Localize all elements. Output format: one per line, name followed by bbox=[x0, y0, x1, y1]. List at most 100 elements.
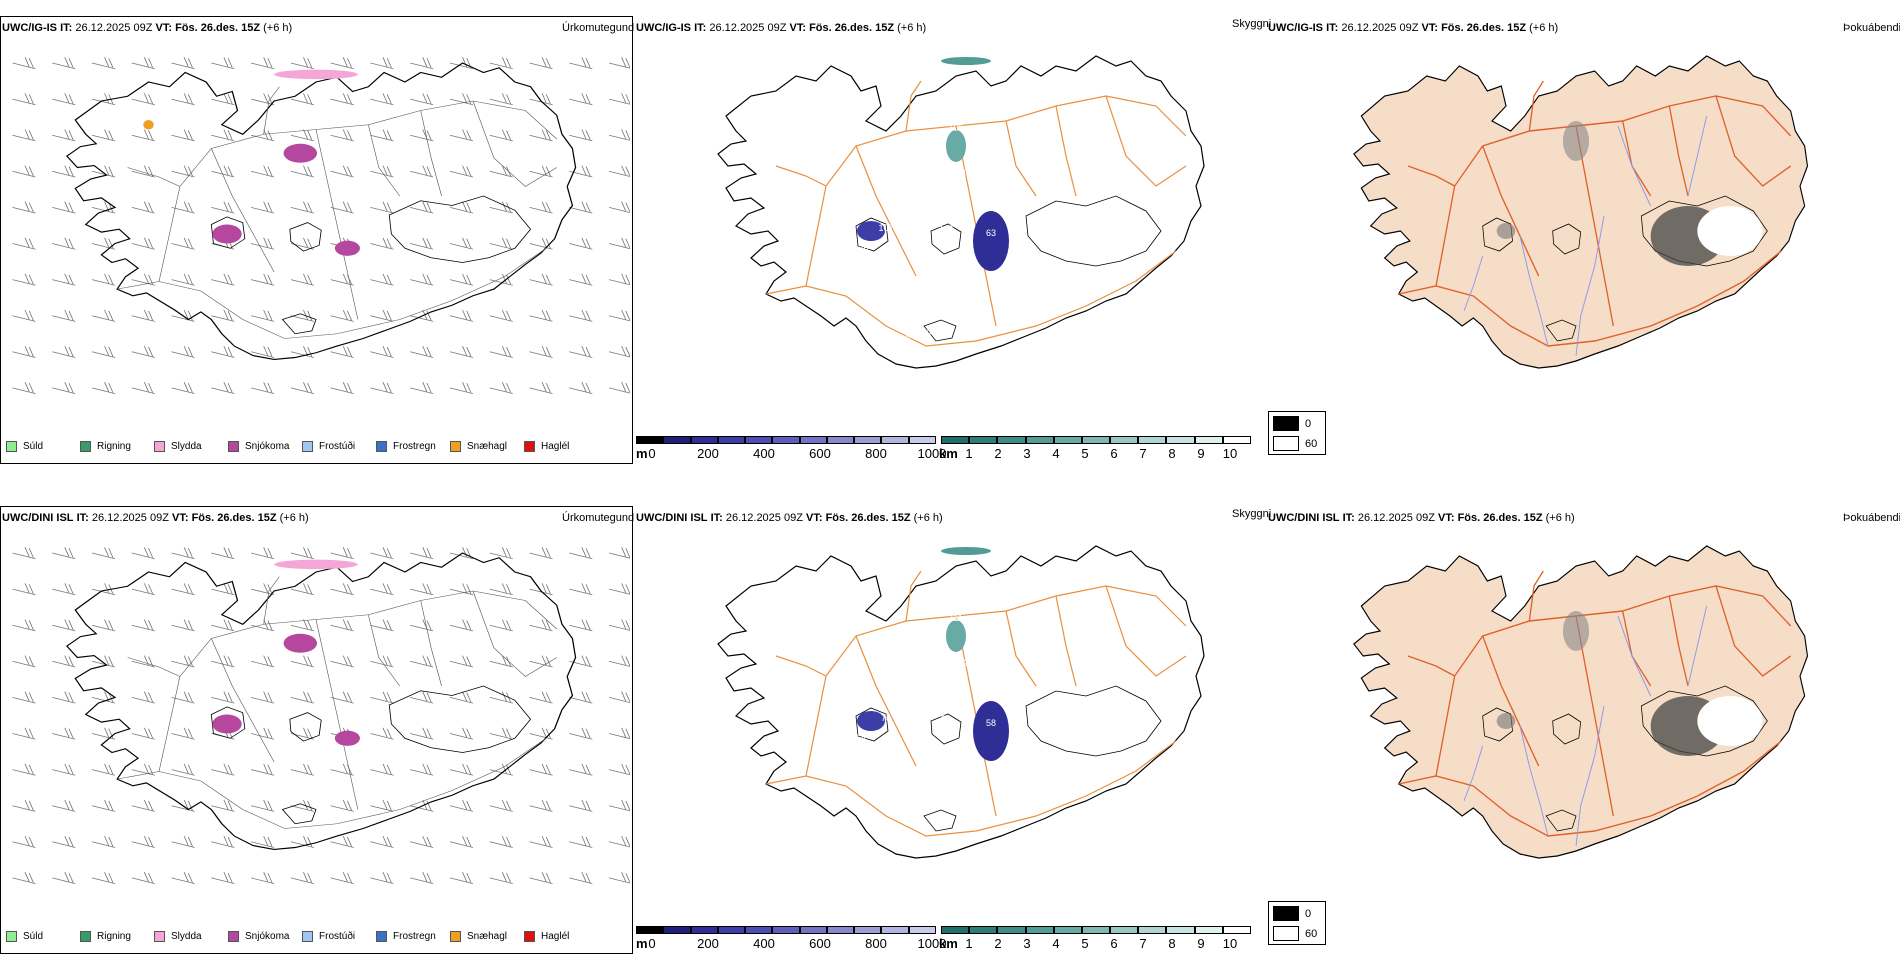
river bbox=[1617, 615, 1652, 697]
wind-barb bbox=[52, 763, 76, 776]
wind-barb bbox=[131, 872, 155, 884]
wind-barb bbox=[608, 129, 630, 141]
wind-barb bbox=[608, 165, 630, 177]
wind-barb bbox=[290, 345, 315, 358]
ceiling-colorbar: m 0 200 400 600 800 1000 bbox=[636, 926, 946, 956]
wind-barb bbox=[529, 799, 553, 812]
colorbar-segment bbox=[941, 436, 970, 444]
wind-barb bbox=[250, 727, 275, 740]
wind-barb bbox=[529, 727, 553, 740]
colorbar-tick: 600 bbox=[809, 446, 831, 461]
wind-barb bbox=[211, 129, 235, 142]
wind-barb bbox=[608, 345, 630, 358]
wind-barb bbox=[52, 872, 76, 884]
glacier-outline bbox=[289, 712, 322, 742]
wind-barb bbox=[529, 345, 553, 358]
colorbar-segment bbox=[745, 436, 773, 444]
wind-barb bbox=[12, 345, 36, 358]
ceiling-visibility-panel: 105 47 107 126 112 63 58 41 70 m 0 200 400 600 800 1000… bbox=[636, 16, 1326, 466]
ceiling-value-label: 107 bbox=[878, 223, 893, 233]
glacier-outline bbox=[923, 809, 957, 832]
run-info-header: UWC/DINI ISL IT: 26.12.2025 09Z VT: Fös.… bbox=[636, 512, 943, 524]
wind-barb bbox=[330, 201, 354, 214]
wind-barb bbox=[131, 655, 155, 668]
wind-barb bbox=[608, 583, 630, 595]
colorbar-segment bbox=[1138, 436, 1167, 444]
colorbar-tick: 3 bbox=[1023, 446, 1031, 461]
legend-label: Frostregn bbox=[393, 931, 436, 942]
ceiling-value-label: 105 bbox=[948, 123, 963, 133]
fog-legend-row: 0 bbox=[1273, 416, 1311, 431]
wind-barb bbox=[529, 872, 553, 884]
wind-barb bbox=[250, 309, 275, 322]
wind-barb bbox=[410, 763, 434, 776]
colorbar-segment bbox=[1053, 436, 1082, 444]
legend-swatch bbox=[524, 931, 535, 942]
glacier-outline bbox=[289, 222, 322, 252]
wind-barb bbox=[250, 345, 275, 358]
colorbar-segment bbox=[1194, 436, 1223, 444]
wind-barb bbox=[211, 309, 235, 322]
fog-index-panel bbox=[1276, 16, 1900, 464]
wind-barb bbox=[52, 57, 76, 70]
road bbox=[420, 110, 442, 197]
forecast-row: Súld Rigning Slydda Snjókoma Frostúði Frostre… bbox=[0, 0, 1900, 464]
wind-barb bbox=[489, 835, 513, 848]
wind-barb bbox=[569, 345, 593, 358]
wind-barb bbox=[608, 835, 630, 848]
wind-barb bbox=[12, 309, 36, 322]
wind-barb bbox=[330, 309, 354, 322]
init-time: 26.12.2025 09Z bbox=[1341, 22, 1419, 34]
colorbar-segment bbox=[717, 926, 746, 934]
wind-barb bbox=[290, 835, 315, 848]
wind-barb bbox=[569, 129, 593, 142]
wind-barb bbox=[370, 309, 394, 322]
wind-barb bbox=[12, 727, 36, 740]
colorbar-segment bbox=[1025, 926, 1054, 934]
visibility-unit: km bbox=[939, 446, 958, 461]
wind-barb bbox=[370, 763, 394, 776]
init-time: 26.12.2025 09Z bbox=[725, 512, 803, 524]
wind-barb bbox=[91, 547, 116, 560]
fog-area bbox=[1496, 223, 1516, 239]
wind-barb bbox=[489, 382, 513, 394]
lead-time: (+6 h) bbox=[263, 22, 293, 34]
road bbox=[1668, 595, 1689, 687]
wind-barb bbox=[131, 201, 155, 214]
colorbar-segment bbox=[1110, 436, 1139, 444]
wind-barb bbox=[569, 763, 593, 776]
wind-barb bbox=[12, 93, 36, 106]
road bbox=[1407, 165, 1455, 187]
colorbar-tick: 7 bbox=[1139, 446, 1147, 461]
wind-barb bbox=[608, 872, 630, 884]
fog-area bbox=[1562, 121, 1590, 161]
iceland-coastline bbox=[717, 545, 1205, 859]
wind-barb bbox=[410, 382, 434, 394]
wind-barb bbox=[52, 835, 76, 848]
colorbar-tick: 1 bbox=[965, 446, 973, 461]
wind-barb bbox=[330, 382, 354, 394]
legend-swatch bbox=[80, 931, 91, 942]
ceiling-unit: m bbox=[636, 936, 648, 951]
wind-barb bbox=[489, 763, 513, 776]
wind-barb bbox=[449, 799, 474, 812]
precip-legend: Súld Rigning Slydda Snjókoma Frostúði Frostre… bbox=[6, 931, 626, 947]
wind-barb bbox=[52, 129, 76, 142]
legend-swatch bbox=[6, 441, 17, 452]
legend-swatch bbox=[302, 441, 313, 452]
wind-barb bbox=[12, 57, 36, 70]
wind-barb bbox=[52, 691, 76, 704]
ceiling-colorbar: m 0 200 400 600 800 1000 bbox=[636, 436, 946, 466]
snow-area bbox=[212, 224, 242, 244]
legend-swatch bbox=[450, 441, 461, 452]
vt-label: VT: bbox=[1438, 512, 1455, 524]
vt-label: VT: bbox=[172, 512, 189, 524]
road bbox=[1105, 585, 1187, 677]
legend-item: Frostregn bbox=[376, 931, 436, 942]
wind-barb bbox=[52, 273, 76, 286]
colorbar-tick: 400 bbox=[753, 446, 775, 461]
road bbox=[775, 165, 827, 187]
road bbox=[1005, 610, 1037, 687]
colorbar-segment bbox=[826, 926, 855, 934]
ceiling-value-label: 47 bbox=[961, 168, 971, 178]
